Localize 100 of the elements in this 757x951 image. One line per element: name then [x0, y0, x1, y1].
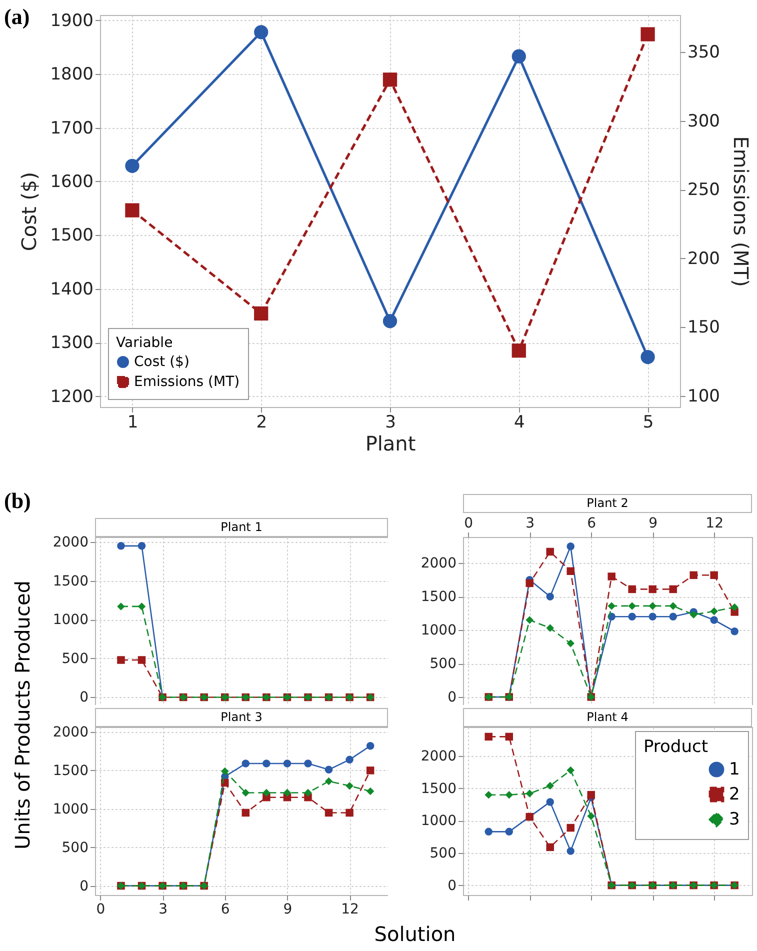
- point: [484, 732, 492, 741]
- point: [526, 790, 534, 798]
- point: [669, 612, 677, 621]
- x-tick-label: 5: [642, 412, 654, 432]
- point: [546, 548, 554, 556]
- point: [304, 760, 312, 768]
- y-tick-label: 500: [62, 840, 88, 856]
- point: [346, 756, 354, 764]
- y-tick-label: 1300: [50, 333, 94, 354]
- y-tick-label: 1500: [50, 226, 94, 246]
- chart-title: Plant 1: [95, 518, 388, 537]
- point: [283, 760, 292, 768]
- point: [324, 766, 333, 774]
- point: [125, 158, 140, 173]
- y-tick-label: 1200: [50, 386, 94, 407]
- point: [512, 49, 526, 64]
- point: [640, 27, 655, 42]
- y2-tick-label: 200: [688, 248, 720, 269]
- point: [382, 72, 398, 87]
- point: [262, 760, 270, 768]
- point: [546, 624, 554, 632]
- x-tick-label: 12: [341, 902, 359, 918]
- point: [242, 788, 250, 797]
- point: [628, 602, 636, 610]
- point: [526, 579, 534, 588]
- y-tick-label: 0: [448, 878, 456, 894]
- y-tick-label: 500: [430, 846, 456, 862]
- point: [730, 603, 738, 612]
- y-axis-title: Cost ($): [17, 172, 42, 252]
- y-tick-label: 1800: [50, 64, 94, 85]
- point: [366, 787, 374, 796]
- point: [117, 542, 125, 550]
- point: [324, 808, 333, 817]
- legend-title: Variable: [116, 335, 173, 351]
- point: [669, 602, 677, 610]
- y-tick-label: 1000: [420, 622, 456, 639]
- chart-title: Plant 4: [463, 708, 752, 727]
- point: [382, 314, 398, 328]
- point: [484, 790, 492, 799]
- x-axis-title: Plant: [365, 432, 416, 456]
- y-tick-label: 1500: [420, 780, 456, 797]
- point: [505, 732, 513, 741]
- y2-tick-label: 150: [688, 318, 720, 338]
- x-tick-label: 9: [283, 902, 292, 918]
- point: [366, 742, 374, 750]
- point: [117, 656, 125, 664]
- y-tick-label: 0: [80, 690, 88, 706]
- point: [117, 602, 125, 610]
- point: [366, 766, 374, 774]
- point: [566, 542, 574, 550]
- point: [648, 602, 656, 610]
- point: [304, 788, 312, 797]
- y2-tick-label: 350: [688, 42, 720, 63]
- point: [648, 585, 656, 594]
- x-tick-label: 3: [385, 412, 396, 432]
- y2-tick-label: 300: [688, 111, 720, 132]
- y-tick-label: 1000: [420, 813, 456, 830]
- x-tick-label: 6: [220, 902, 230, 918]
- y-tick-label: 2000: [52, 534, 88, 551]
- point: [587, 812, 595, 820]
- point: [262, 788, 270, 797]
- legend-label: 2: [729, 784, 740, 804]
- y-tick-label: 1900: [50, 10, 94, 31]
- point: [566, 640, 574, 648]
- point: [690, 610, 698, 619]
- point: [669, 585, 677, 594]
- point: [690, 571, 698, 580]
- legend-label: Emissions (MT): [134, 374, 240, 390]
- point: [546, 782, 554, 790]
- point: [546, 798, 554, 806]
- point: [566, 766, 574, 774]
- point: [512, 344, 526, 358]
- point: [505, 790, 513, 799]
- point: [587, 790, 595, 799]
- point: [484, 828, 492, 836]
- point: [346, 808, 354, 817]
- legend-label: Cost ($): [134, 354, 190, 370]
- point: [283, 788, 292, 797]
- point: [608, 602, 616, 610]
- legend-label: 1: [729, 760, 740, 780]
- x-tick-label: 4: [514, 412, 525, 432]
- y-tick-label: 2000: [420, 556, 456, 572]
- x-tick-label: 3: [158, 902, 168, 918]
- x-tick-label: 0: [96, 902, 106, 918]
- y-tick-label: 1400: [50, 279, 94, 300]
- y-tick-label: 0: [448, 689, 456, 706]
- y-tick-label: 1500: [52, 762, 88, 779]
- text: (b): [4, 488, 31, 514]
- point: [254, 306, 268, 321]
- point: [566, 824, 574, 832]
- y2-tick-label: 100: [688, 386, 720, 406]
- legend-title: Product: [643, 737, 708, 757]
- point: [242, 808, 250, 817]
- legend-label: 3: [729, 810, 740, 830]
- y-tick-label: 500: [430, 656, 456, 672]
- point: [242, 760, 250, 768]
- y2-axis-title: Emissions (MT): [728, 136, 753, 287]
- point: [608, 572, 616, 580]
- text: (a): [4, 4, 30, 30]
- chart-title: Plant 3: [95, 708, 388, 727]
